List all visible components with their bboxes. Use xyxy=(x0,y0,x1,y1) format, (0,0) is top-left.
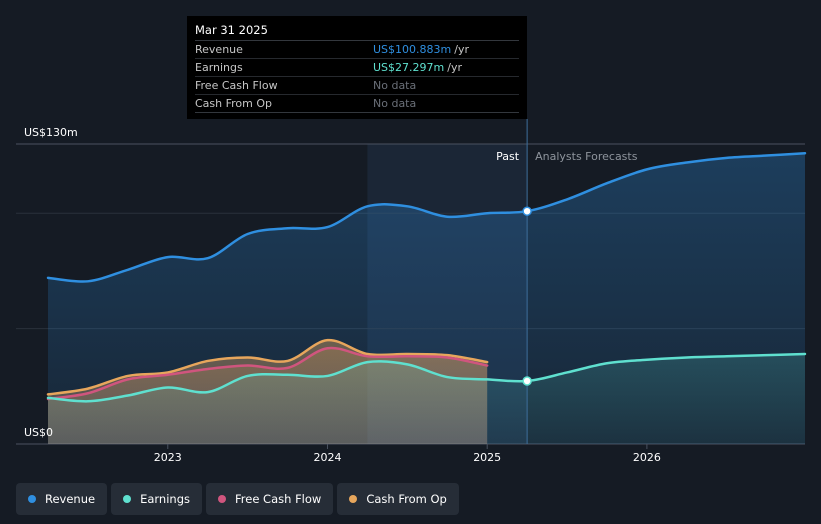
earnings-dot-icon xyxy=(123,495,132,503)
tooltip-row-free-cash-flow: Free Cash Flow No data xyxy=(195,77,519,95)
tooltip-date: Mar 31 2025 xyxy=(195,23,519,41)
tooltip-row-revenue: Revenue US$100.883m /yr xyxy=(195,41,519,59)
tooltip-row-cash-from-op: Cash From Op No data xyxy=(195,95,519,113)
y-axis-min-label: US$0 xyxy=(24,426,53,439)
chart: US$130m US$0 Past Analysts Forecasts 202… xyxy=(16,119,807,464)
tooltip-value: No data xyxy=(373,97,417,110)
tooltip-label: Free Cash Flow xyxy=(195,79,278,92)
tooltip-unit: /yr xyxy=(447,61,462,74)
tooltip-value: US$100.883m xyxy=(373,43,452,56)
free-cash-flow-line xyxy=(46,346,489,401)
legend-label: Free Cash Flow xyxy=(235,492,322,506)
tooltip-row-earnings: Earnings US$27.297m /yr xyxy=(195,59,519,77)
x-tick-label: 2025 xyxy=(473,451,501,464)
legend: Revenue Earnings Free Cash Flow Cash Fro… xyxy=(16,483,459,515)
revenue-marker xyxy=(522,206,532,216)
tooltip-unit: /yr xyxy=(454,43,469,56)
x-tick-label: 2024 xyxy=(313,451,341,464)
legend-item-cash-from-op[interactable]: Cash From Op xyxy=(337,483,459,515)
revenue-line xyxy=(46,151,807,283)
legend-item-free-cash-flow[interactable]: Free Cash Flow xyxy=(206,483,334,515)
tooltip: Mar 31 2025 Revenue US$100.883m /yr Earn… xyxy=(187,16,527,119)
legend-item-earnings[interactable]: Earnings xyxy=(111,483,202,515)
past-label: Past xyxy=(496,150,520,163)
tooltip-value: No data xyxy=(373,79,417,92)
tooltip-label: Earnings xyxy=(195,61,243,74)
legend-item-revenue[interactable]: Revenue xyxy=(16,483,108,515)
tooltip-label: Cash From Op xyxy=(195,97,273,110)
forecast-label: Analysts Forecasts xyxy=(535,150,638,163)
revenue-dot-icon xyxy=(28,495,36,503)
cash-from-op-line xyxy=(46,338,489,396)
x-tick-label: 2026 xyxy=(633,451,661,464)
legend-label: Revenue xyxy=(45,492,96,506)
x-tick-label: 2023 xyxy=(154,451,182,464)
free-cash-flow-dot-icon xyxy=(218,495,226,503)
legend-label: Cash From Op xyxy=(366,492,447,506)
y-axis-max-label: US$130m xyxy=(24,126,78,139)
cash-from-op-dot-icon xyxy=(349,495,358,503)
tooltip-value: US$27.297m xyxy=(373,61,445,74)
earnings-line xyxy=(46,352,807,403)
tooltip-label: Revenue xyxy=(195,43,243,56)
earnings-area xyxy=(48,354,805,444)
earnings-marker xyxy=(522,376,532,386)
legend-label: Earnings xyxy=(140,492,190,506)
